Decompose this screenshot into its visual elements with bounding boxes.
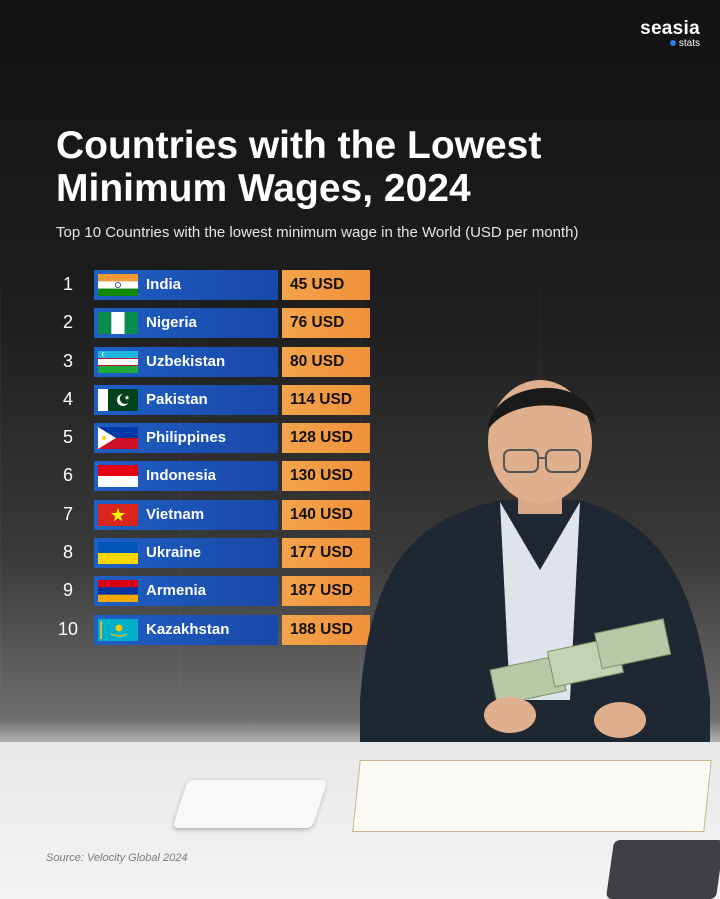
ranking-row: 5 Philippines 128 USD (54, 423, 374, 454)
value-bar: 114 USD (282, 384, 370, 415)
rank-number: 1 (62, 274, 73, 294)
value-bar: 187 USD (282, 576, 370, 607)
country-name: Nigeria (146, 314, 197, 332)
value-bar: 188 USD (282, 614, 370, 645)
person-with-money-illustration (360, 380, 710, 770)
country-bar: Kazakhstan (94, 614, 278, 645)
country-bar: India (94, 270, 278, 300)
rank-number: 2 (62, 312, 73, 333)
brand-sub-text: stats (678, 38, 700, 49)
ranking-row: 7 Vietnam 140 USD (54, 499, 374, 530)
value-bar: 140 USD (282, 499, 370, 530)
rank-number: 6 (62, 465, 73, 486)
rank-number: 9 (62, 580, 73, 601)
country-bar: Vietnam (94, 499, 278, 530)
ranking-list: 1 India 45 USD 2 Nigeria 76 USD 3 Uzbekistan 80 … (54, 270, 374, 653)
flag-philippines-icon (98, 427, 138, 450)
flag-pakistan-icon (98, 388, 138, 411)
value-bar: 128 USD (282, 423, 370, 454)
rank-number: 3 (62, 350, 73, 371)
value-label: 76 USD (290, 314, 345, 332)
ranking-row: 9 Armenia 187 USD (54, 576, 374, 607)
notebook (352, 760, 712, 832)
flag-armenia-icon (98, 580, 138, 603)
country-name: Uzbekistan (146, 352, 226, 370)
ranking-row: 4 Pakistan 114 USD (54, 384, 374, 415)
tablet (605, 840, 720, 899)
country-bar: Armenia (94, 576, 278, 607)
country-name: Ukraine (146, 544, 202, 562)
country-name: Armenia (146, 582, 207, 600)
flag-india-icon (98, 274, 138, 296)
country-bar: Nigeria (94, 308, 278, 339)
chart-subtitle: Top 10 Countries with the lowest minimum… (56, 224, 579, 241)
rank-number: 5 (62, 427, 73, 448)
rank-number: 10 (57, 618, 79, 639)
ranking-row: 10 Kazakhstan 188 USD (54, 614, 374, 645)
flag-kazakhstan-icon (98, 618, 138, 641)
country-bar: Ukraine (94, 538, 278, 569)
value-label: 140 USD (290, 505, 353, 523)
brand-sub: stats (640, 38, 700, 49)
brand-dot-icon (669, 40, 676, 47)
brand-name: seasia (640, 18, 700, 39)
country-bar: Philippines (94, 423, 278, 454)
flag-vietnam-icon (98, 503, 138, 526)
country-name: Philippines (146, 429, 227, 447)
source-note: Source: Velocity Global 2024 (46, 852, 188, 864)
country-bar: Indonesia (94, 461, 278, 492)
chart-title: Countries with the Lowest Minimum Wages,… (56, 124, 542, 210)
country-name: Vietnam (146, 505, 205, 523)
flag-indonesia-icon (98, 465, 138, 488)
value-bar: 45 USD (282, 270, 370, 300)
brand-logo: seasia stats (640, 18, 700, 49)
flag-nigeria-icon (98, 312, 138, 335)
country-name: Pakistan (146, 390, 208, 408)
value-label: 177 USD (290, 544, 353, 562)
value-label: 130 USD (290, 467, 353, 485)
value-label: 128 USD (290, 429, 353, 447)
flag-uzbekistan-icon (98, 350, 138, 373)
ranking-row: 6 Indonesia 130 USD (54, 461, 374, 492)
country-bar: Pakistan (94, 384, 278, 415)
country-bar: Uzbekistan (94, 346, 278, 377)
country-name: Kazakhstan (146, 620, 230, 638)
calculator (172, 780, 328, 828)
value-label: 187 USD (290, 582, 353, 600)
country-name: India (146, 276, 182, 293)
rank-number: 4 (62, 388, 73, 409)
country-name: Indonesia (146, 467, 217, 485)
value-label: 45 USD (290, 276, 345, 293)
value-bar: 130 USD (282, 461, 370, 492)
value-label: 114 USD (290, 390, 353, 408)
ranking-row: 1 India 45 USD (54, 270, 374, 300)
value-bar: 76 USD (282, 308, 370, 339)
rank-number: 8 (62, 542, 73, 563)
ranking-row: 8 Ukraine 177 USD (54, 538, 374, 569)
ranking-row: 2 Nigeria 76 USD (54, 308, 374, 339)
ranking-row: 3 Uzbekistan 80 USD (54, 346, 374, 377)
value-label: 188 USD (290, 620, 353, 638)
value-label: 80 USD (290, 352, 345, 370)
flag-ukraine-icon (98, 542, 138, 565)
value-bar: 80 USD (282, 346, 370, 377)
rank-number: 7 (62, 503, 73, 524)
value-bar: 177 USD (282, 538, 370, 569)
